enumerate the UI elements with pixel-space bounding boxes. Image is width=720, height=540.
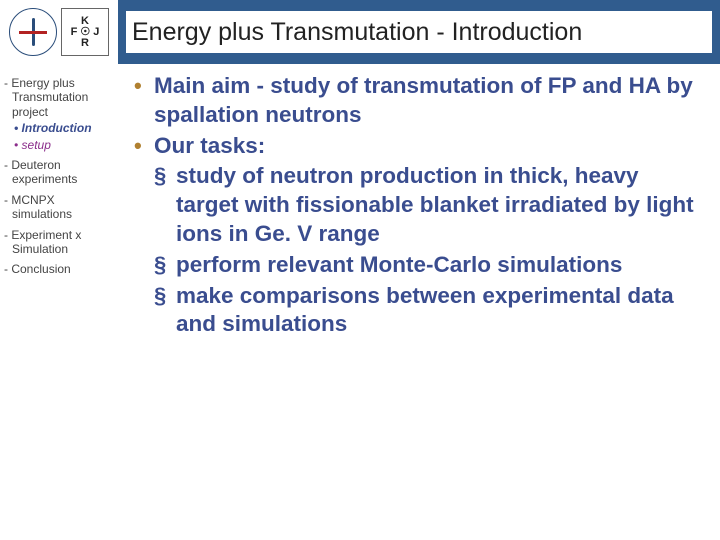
outline-item-label: Deuteron: [4, 158, 61, 172]
bullet-level-1: Our tasks:: [132, 132, 706, 161]
slide-content: Main aim - study of transmutation of FP …: [118, 64, 720, 540]
outline-item: MCNPX simulations: [4, 193, 114, 222]
logo-b-line: F ☉ J: [71, 27, 100, 38]
outline-item-label: Experiment x: [4, 228, 81, 242]
bullet-level-1: Main aim - study of transmutation of FP …: [132, 72, 706, 130]
outline-item-label: MCNPX: [4, 193, 55, 207]
outline-item-cont: Transmutation: [4, 90, 114, 104]
institution-logo-a-icon: [9, 8, 57, 56]
bullet-level-2: make comparisons between experimental da…: [132, 282, 706, 340]
body-row: Energy plus Transmutation project Introd…: [0, 64, 720, 540]
outline-item-cont: project: [4, 105, 114, 119]
bullet-level-2: study of neutron production in thick, he…: [132, 162, 706, 248]
slide-title: Energy plus Transmutation - Introduction: [132, 18, 582, 47]
bullet-level-2: perform relevant Monte-Carlo simulations: [132, 251, 706, 280]
header-bar: K F ☉ J R Energy plus Transmutation - In…: [0, 0, 720, 64]
outline-item: Energy plus Transmutation project Introd…: [4, 76, 114, 152]
outline-item-cont: Simulation: [4, 242, 114, 256]
logo-b-line: K: [81, 16, 89, 27]
outline-subitem-introduction: Introduction: [4, 121, 114, 135]
outline-item-cont: simulations: [4, 207, 114, 221]
outline-item: Deuteron experiments: [4, 158, 114, 187]
logo-b-line: R: [81, 38, 89, 49]
outline-item-label: Energy plus: [4, 76, 75, 90]
logo-zone: K F ☉ J R: [0, 0, 118, 64]
outline-sidebar: Energy plus Transmutation project Introd…: [0, 64, 118, 540]
outline-item-cont: experiments: [4, 172, 114, 186]
title-zone: Energy plus Transmutation - Introduction: [126, 11, 712, 53]
outline-subitem-setup: setup: [4, 138, 114, 152]
outline-item-label: Conclusion: [4, 262, 71, 276]
outline-item: Experiment x Simulation: [4, 228, 114, 257]
institution-logo-b-icon: K F ☉ J R: [61, 8, 109, 56]
outline-item: Conclusion: [4, 262, 114, 276]
